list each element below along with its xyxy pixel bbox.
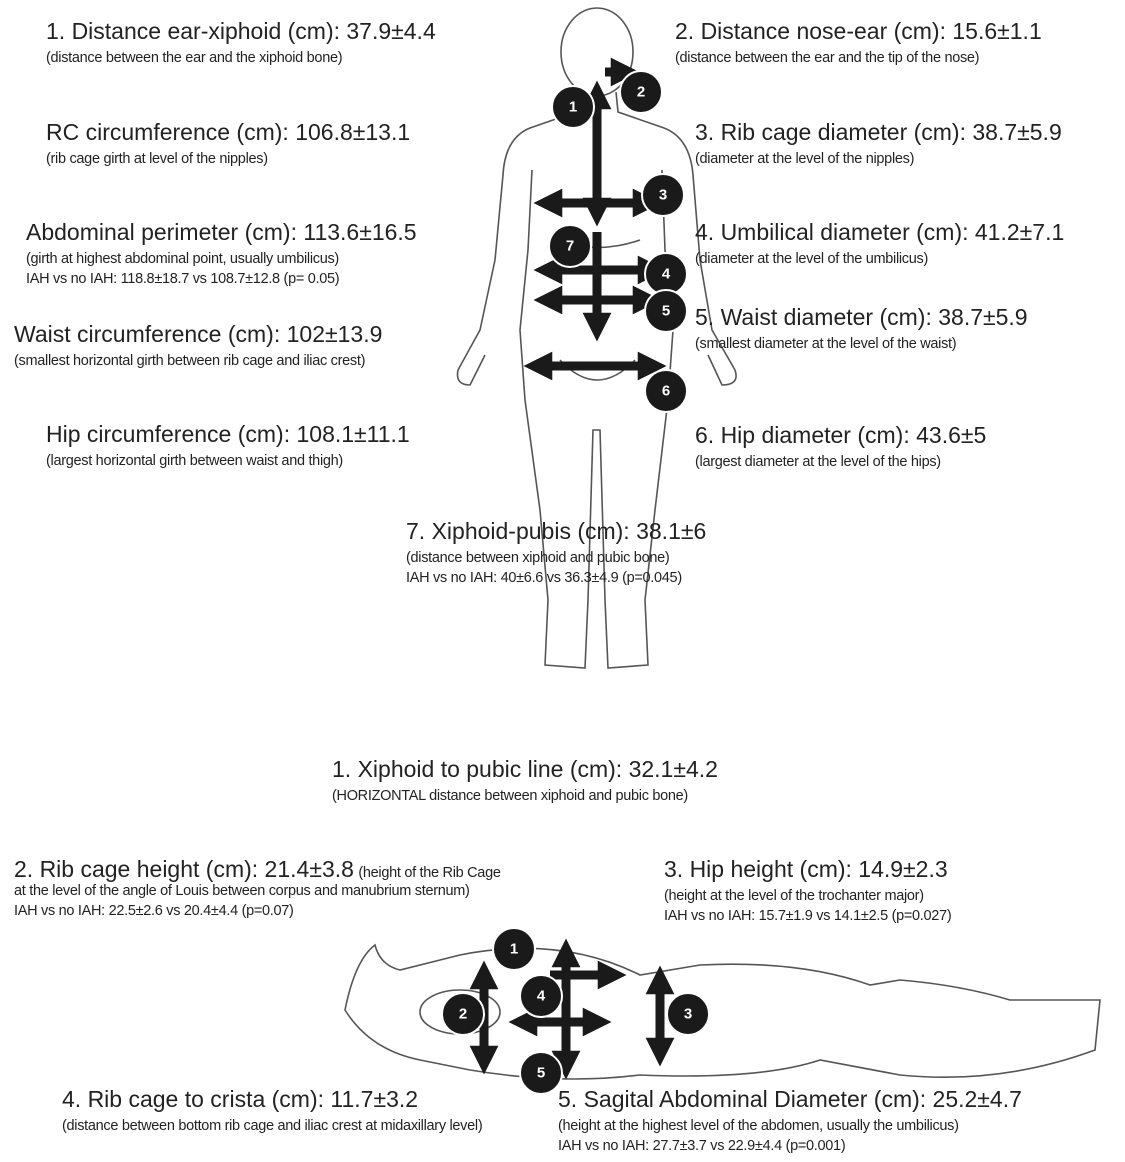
number-badge: 2 <box>619 70 663 114</box>
measurement-title: 7. Xiphoid-pubis (cm): 38.1±6 <box>406 518 707 544</box>
badge-label: 3 <box>659 187 667 204</box>
measurement: 3. Rib cage diameter (cm): 38.7±5.9 (diam… <box>695 119 1062 168</box>
measurement-description: (diameter at the level of the nipples) <box>695 151 915 168</box>
measurement-title: 2. Rib cage height (cm): 21.4±3.8 <box>14 856 354 882</box>
badge-label: 7 <box>566 238 574 255</box>
number-badge: 1 <box>492 927 536 971</box>
badge-label: 4 <box>662 266 671 283</box>
number-badge: 5 <box>644 289 688 333</box>
measurement-description: (smallest horizontal girth between rib c… <box>14 353 366 370</box>
measurement-description: (height of the Rib Cage at the level of … <box>14 865 501 900</box>
measurement-title: RC circumference (cm): 106.8±13.1 <box>46 119 411 145</box>
badge-label: 4 <box>537 988 546 1005</box>
badge-circle <box>519 1051 563 1095</box>
measurement: 1. Distance ear-xiphoid (cm): 37.9±4.4 (d… <box>46 18 436 67</box>
number-badge: 4 <box>519 974 563 1018</box>
measurement-note: IAH vs no IAH: 40±6.6 vs 36.3±4.9 (p=0.0… <box>406 570 682 587</box>
measurement: 3. Hip height (cm): 14.9±2.3 (height at t… <box>664 856 952 925</box>
measurement-description: (smallest diameter at the level of the w… <box>695 336 957 353</box>
number-badge: 2 <box>441 992 485 1036</box>
measurement-description: (girth at highest abdominal point, usual… <box>26 251 339 268</box>
badge-label: 1 <box>510 941 518 958</box>
measurement-title: Waist circumference (cm): 102±13.9 <box>14 321 383 347</box>
badge-label: 2 <box>637 84 645 101</box>
number-badge: 3 <box>641 173 685 217</box>
measurement-description: (distance between the ear and the xiphoi… <box>46 50 343 67</box>
badge-label: 1 <box>569 99 577 116</box>
measurement: Waist circumference (cm): 102±13.9 (small… <box>14 321 382 370</box>
measurement-title: 3. Hip height (cm): 14.9±2.3 <box>664 856 948 882</box>
badge-circle <box>644 369 688 413</box>
front-body <box>456 7 737 669</box>
measurement-note: IAH vs no IAH: 27.7±3.7 vs 22.9±4.4 (p=0… <box>558 1138 846 1155</box>
badge-circle <box>551 85 595 129</box>
number-badge: 3 <box>666 992 710 1036</box>
measurement: 2. Distance nose-ear (cm): 15.6±1.1 (dist… <box>675 18 1042 67</box>
measurement-description: (largest horizontal girth between waist … <box>46 453 343 470</box>
measurement: RC circumference (cm): 106.8±13.1 (rib ca… <box>46 119 410 168</box>
badge-label: 2 <box>459 1006 467 1023</box>
measurement-title: 1. Xiphoid to pubic line (cm): 32.1±4.2 <box>332 756 718 782</box>
measurement-description: (diameter at the level of the umbilicus) <box>695 251 928 268</box>
badge-label: 3 <box>684 1006 692 1023</box>
measurement-description: (distance between xiphoid and pubic bone… <box>406 550 670 567</box>
measurement-title: Abdominal perimeter (cm): 113.6±16.5 <box>26 219 417 245</box>
badge-label: 5 <box>537 1065 545 1082</box>
number-badge: 7 <box>548 224 592 268</box>
number-badge: 5 <box>519 1051 563 1095</box>
measurement: 7. Xiphoid-pubis (cm): 38.1±6 (distance b… <box>406 518 706 587</box>
front-arrows <box>523 57 667 381</box>
measurement: Abdominal perimeter (cm): 113.6±16.5 (gir… <box>26 219 417 288</box>
measurement-title: 5. Waist diameter (cm): 38.7±5.9 <box>695 304 1028 330</box>
measurement-description: (height at the highest level of the abdo… <box>558 1118 959 1135</box>
measurement-description: (HORIZONTAL distance between xiphoid and… <box>332 788 688 805</box>
measurement-description: (rib cage girth at level of the nipples) <box>46 151 268 168</box>
measurement-description: (distance between the ear and the tip of… <box>675 50 980 67</box>
measurement-description: (largest diameter at the level of the hi… <box>695 454 941 471</box>
measurement-title: 1. Distance ear-xiphoid (cm): 37.9±4.4 <box>46 18 436 44</box>
measurement: 5. Waist diameter (cm): 38.7±5.9 (smalles… <box>695 304 1028 353</box>
badge-circle <box>641 173 685 217</box>
number-badge: 6 <box>644 369 688 413</box>
measurement-note: IAH vs no IAH: 15.7±1.9 vs 14.1±2.5 (p=0… <box>664 908 952 925</box>
badge-label: 5 <box>662 303 670 320</box>
badge-circle <box>492 927 536 971</box>
badge-circle <box>666 992 710 1036</box>
measurement-note: IAH vs no IAH: 22.5±2.6 vs 20.4±4.4 (p=0… <box>14 902 294 919</box>
measurement-title: 6. Hip diameter (cm): 43.6±5 <box>695 422 987 448</box>
measurement-description: (distance between bottom rib cage and il… <box>62 1118 483 1135</box>
measurement-description: (height at the level of the trochanter m… <box>664 888 924 905</box>
badge-circle <box>548 224 592 268</box>
measurement-title: 4. Rib cage to crista (cm): 11.7±3.2 <box>62 1086 419 1112</box>
measurement: 2. Rib cage height (cm): 21.4±3.8 (heigh… <box>14 856 514 920</box>
measurement: 6. Hip diameter (cm): 43.6±5 (largest dia… <box>695 422 986 471</box>
measurement: 5. Sagital Abdominal Diameter (cm): 25.2… <box>558 1086 1022 1155</box>
measurement-title: 3. Rib cage diameter (cm): 38.7±5.9 <box>695 119 1062 145</box>
measurement-title: 5. Sagital Abdominal Diameter (cm): 25.2… <box>558 1086 1022 1112</box>
measurement-note: IAH vs no IAH: 118.8±18.7 vs 108.7±12.8 … <box>26 271 340 288</box>
measurement-title: 4. Umbilical diameter (cm): 41.2±7.1 <box>695 219 1065 245</box>
badge-circle <box>644 289 688 333</box>
badge-circle <box>619 70 663 114</box>
badge-label: 6 <box>662 383 670 400</box>
measurement: 4. Umbilical diameter (cm): 41.2±7.1 (dia… <box>695 219 1064 268</box>
badge-circle <box>441 992 485 1036</box>
measurement-title: Hip circumference (cm): 108.1±11.1 <box>46 421 410 447</box>
measurement: Hip circumference (cm): 108.1±11.1 (large… <box>46 421 410 470</box>
badge-circle <box>519 974 563 1018</box>
measurement-title: 2. Distance nose-ear (cm): 15.6±1.1 <box>675 18 1042 44</box>
measurement: 1. Xiphoid to pubic line (cm): 32.1±4.2 (… <box>332 756 718 805</box>
number-badge: 4 <box>644 252 688 296</box>
measurement: 4. Rib cage to crista (cm): 11.7±3.2 (dis… <box>62 1086 492 1135</box>
number-badge: 1 <box>551 85 595 129</box>
